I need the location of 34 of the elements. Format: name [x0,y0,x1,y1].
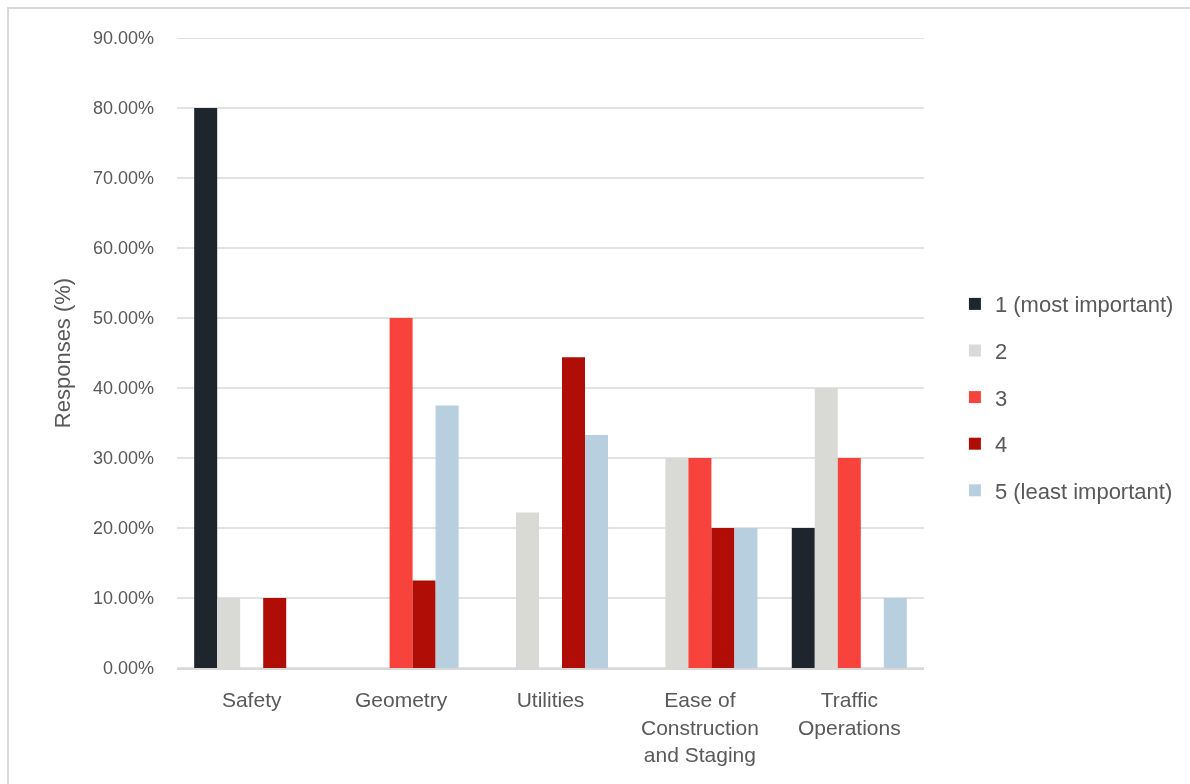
legend-label: 2 [994,339,1008,365]
y-tick-label: 80.00% [92,98,154,119]
bar [837,458,861,668]
legend-label: 5 (least important) [994,478,1173,504]
y-axis-title: Responses (%) [49,277,75,429]
x-tick-label: Utilities [516,688,585,712]
y-tick-label: 20.00% [92,518,154,539]
y-tick-label: 70.00% [92,168,154,189]
legend-label: 3 [994,385,1008,411]
bar [585,434,609,668]
y-tick-label: 90.00% [92,28,154,49]
bar [194,108,218,668]
bar [412,580,436,668]
y-tick-label: 60.00% [92,238,154,259]
legend-label: 4 [994,432,1008,458]
y-tick-label: 40.00% [92,378,154,399]
x-tick-label: Safety [221,688,282,712]
bar [711,528,735,668]
x-tick-label: Ease of Construction and Staging [640,688,759,766]
bar [883,598,907,668]
bar [688,458,712,668]
x-tick-label: Traffic Operations [797,688,901,739]
x-tick-label: Geometry [355,688,448,712]
bar [562,357,586,668]
y-tick-label: 50.00% [92,308,154,329]
legend-label: 1 (most important) [994,292,1174,318]
y-tick-label: 30.00% [92,448,154,469]
y-tick-label: 0.00% [102,658,154,679]
bar [791,528,815,668]
bar [263,598,287,668]
bar [435,405,459,668]
y-tick-label: 10.00% [92,588,154,609]
bar [734,528,758,668]
bar [389,318,413,668]
